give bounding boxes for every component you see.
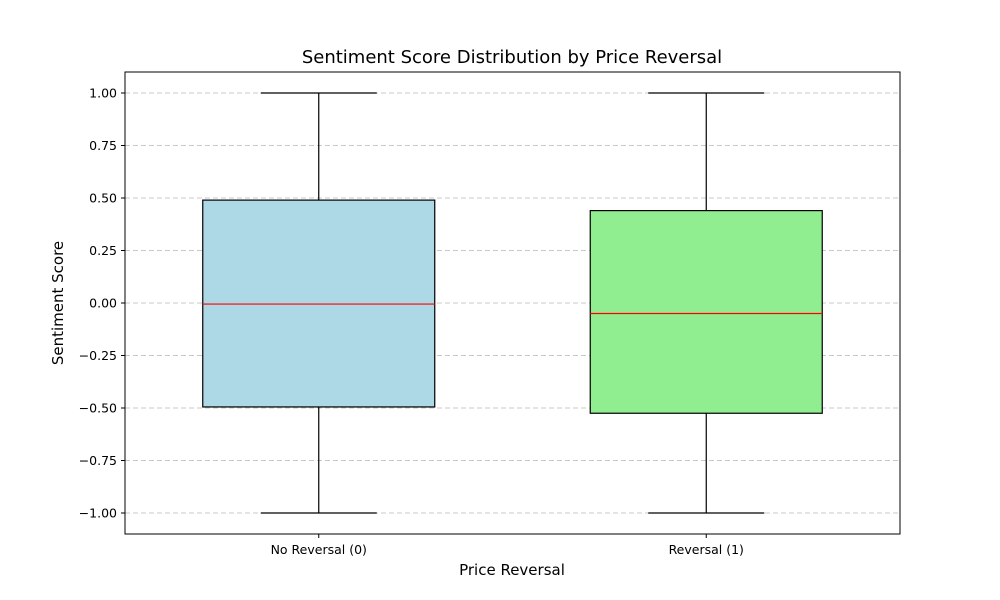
y-axis-label: Sentiment Score (49, 241, 67, 365)
y-tick-label: −1.00 (79, 506, 117, 521)
x-tick-label: No Reversal (0) (271, 542, 367, 557)
x-tick-label: Reversal (1) (669, 542, 744, 557)
y-tick-label: 1.00 (89, 86, 117, 101)
iqr-box (589, 210, 823, 414)
y-tick-label: 0.00 (89, 296, 117, 311)
box-plots (202, 92, 823, 514)
y-tick-label: −0.25 (79, 348, 117, 363)
box-group (589, 92, 823, 514)
axis-ticks: 1.00 0.75 0.50 0.25 0.00 −0.25 −0.50 −0.75 −1.00… (79, 86, 744, 558)
y-tick-label: 0.50 (89, 191, 117, 206)
box-group (202, 92, 436, 514)
y-tick-label: 0.25 (89, 243, 117, 258)
x-axis-label: Price Reversal (459, 561, 565, 579)
y-tick-label: −0.50 (79, 401, 117, 416)
y-tick-label: −0.75 (79, 453, 117, 468)
y-tick-label: 0.75 (89, 138, 117, 153)
chart-title: Sentiment Score Distribution by Price Re… (302, 47, 722, 68)
